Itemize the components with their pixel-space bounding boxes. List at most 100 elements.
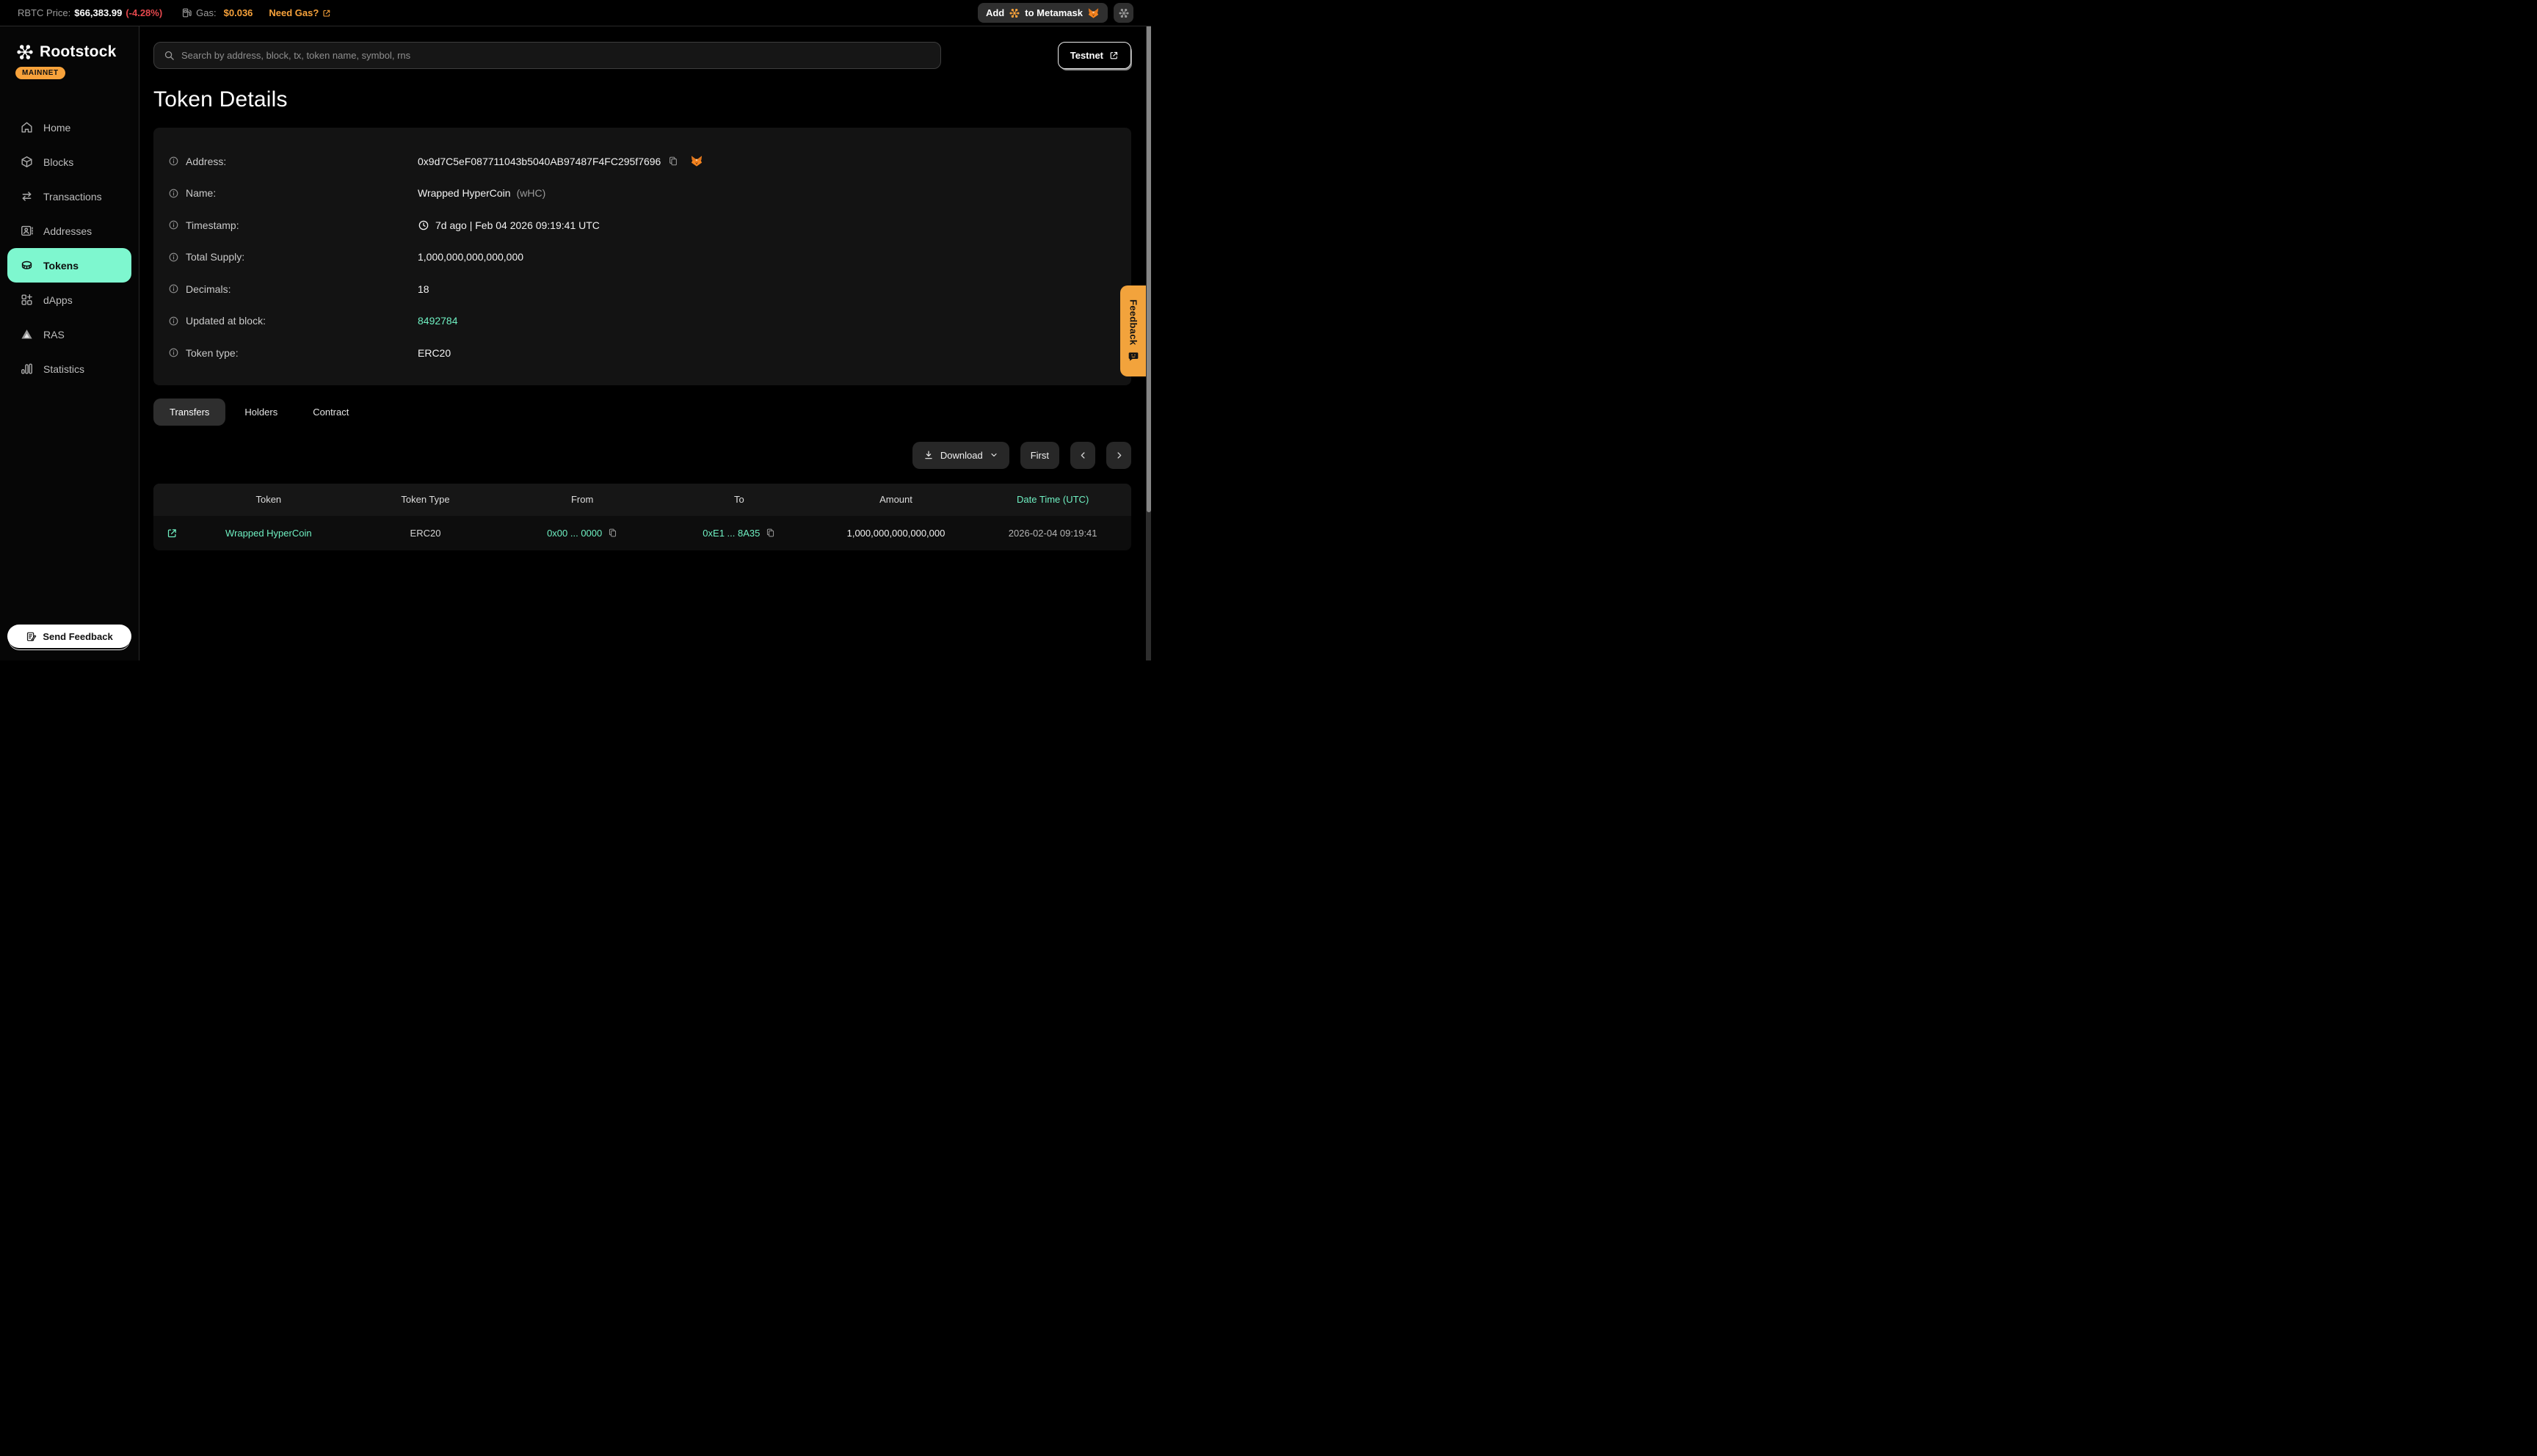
rbtc-price-value: $66,383.99 xyxy=(74,7,123,18)
search-icon xyxy=(164,50,175,61)
table-row: Wrapped HyperCoin ERC20 0x00 ... 0000 0x… xyxy=(153,516,1131,550)
table-toolbar: Download First xyxy=(153,441,1131,469)
info-icon xyxy=(168,347,179,358)
clock-icon xyxy=(418,219,429,231)
detail-row-token-type: Token type: ERC20 xyxy=(168,337,1117,369)
external-link-icon xyxy=(1109,51,1119,60)
updated-block-link[interactable]: 8492784 xyxy=(418,315,458,327)
feedback-chat-icon xyxy=(1128,351,1139,363)
transfers-table: Token Token Type From To Amount Date Tim… xyxy=(153,483,1131,550)
detail-row-total-supply: Total Supply: 1,000,000,000,000,000 xyxy=(168,241,1117,274)
need-gas-link[interactable]: Need Gas? xyxy=(269,7,331,18)
detail-row-name: Name: Wrapped HyperCoin (wHC) xyxy=(168,178,1117,210)
col-amount: Amount xyxy=(879,494,912,505)
sidebar-item-blocks[interactable]: Blocks xyxy=(0,145,139,179)
updated-block-label: Updated at block: xyxy=(186,315,266,327)
external-link-icon xyxy=(322,9,331,18)
detail-row-address: Address: 0x9d7C5eF087711043b5040AB97487F… xyxy=(168,145,1117,178)
open-transfer-icon[interactable] xyxy=(167,528,178,539)
row-token-link[interactable]: Wrapped HyperCoin xyxy=(225,527,312,539)
testnet-label: Testnet xyxy=(1070,50,1103,61)
sidebar-item-label: Tokens xyxy=(43,259,79,272)
timestamp-label: Timestamp: xyxy=(186,219,239,231)
ras-icon xyxy=(20,327,34,341)
detail-row-timestamp: Timestamp: 7d ago | Feb 04 2026 09:19:41… xyxy=(168,209,1117,241)
metamask-fox-icon xyxy=(1087,7,1100,19)
address-value: 0x9d7C5eF087711043b5040AB97487F4FC295f76… xyxy=(418,155,661,167)
download-button[interactable]: Download xyxy=(912,441,1009,469)
sidebar-item-label: Statistics xyxy=(43,363,85,375)
sidebar-item-ras[interactable]: RAS xyxy=(0,317,139,352)
total-supply-label: Total Supply: xyxy=(186,251,245,263)
dapps-icon xyxy=(20,293,34,307)
brand-block: Rootstock MAINNET xyxy=(0,26,139,79)
info-icon xyxy=(168,283,179,294)
detail-row-updated-block: Updated at block: 8492784 xyxy=(168,305,1117,338)
scrollbar-track[interactable] xyxy=(1146,0,1151,660)
sidebar-item-home[interactable]: Home xyxy=(0,110,139,145)
send-feedback-button[interactable]: Send Feedback xyxy=(7,625,131,648)
total-supply-value: 1,000,000,000,000,000 xyxy=(418,251,524,263)
feedback-note-icon xyxy=(26,631,37,642)
token-type-label: Token type: xyxy=(186,346,239,359)
first-page-button[interactable]: First xyxy=(1020,441,1059,469)
previous-page-button[interactable] xyxy=(1070,441,1095,469)
tab-contract[interactable]: Contract xyxy=(297,398,365,426)
testnet-button[interactable]: Testnet xyxy=(1057,42,1131,69)
sidebar-item-addresses[interactable]: Addresses xyxy=(0,214,139,248)
transactions-icon xyxy=(20,189,34,203)
sidebar-item-dapps[interactable]: dApps xyxy=(0,283,139,317)
row-token-type: ERC20 xyxy=(410,527,441,539)
network-badge: MAINNET xyxy=(15,67,65,79)
metamask-fox-icon[interactable] xyxy=(690,155,703,167)
decimals-value: 18 xyxy=(418,283,429,295)
chevron-down-icon xyxy=(990,451,998,459)
add-label: Add xyxy=(985,7,1005,18)
copy-icon[interactable] xyxy=(766,528,775,538)
info-icon xyxy=(168,188,179,199)
detail-tabs: Transfers Holders Contract xyxy=(153,398,1131,426)
sidebar-item-statistics[interactable]: Statistics xyxy=(0,352,139,386)
name-label: Name: xyxy=(186,187,217,200)
rootstock-network-button[interactable] xyxy=(1114,3,1133,23)
search-input[interactable] xyxy=(181,50,931,61)
rootstock-logo-icon xyxy=(15,43,35,62)
sidebar-item-transactions[interactable]: Transactions xyxy=(0,179,139,214)
tokens-icon xyxy=(20,258,34,272)
address-label: Address: xyxy=(186,155,227,167)
row-from-link[interactable]: 0x00 ... 0000 xyxy=(547,527,603,539)
next-page-button[interactable] xyxy=(1106,441,1131,469)
send-feedback-label: Send Feedback xyxy=(43,630,113,642)
scrollbar-thumb[interactable] xyxy=(1146,0,1151,512)
token-name-value: Wrapped HyperCoin xyxy=(418,187,511,200)
feedback-tab-label: Feedback xyxy=(1128,299,1139,346)
addresses-icon xyxy=(20,224,34,238)
copy-icon[interactable] xyxy=(608,528,617,538)
blocks-icon xyxy=(20,155,34,169)
info-icon xyxy=(168,156,179,167)
decimals-label: Decimals: xyxy=(186,283,231,295)
page-title: Token Details xyxy=(153,87,288,112)
to-metamask-label: to Metamask xyxy=(1025,7,1083,18)
info-icon xyxy=(168,219,179,230)
table-header: Token Token Type From To Amount Date Tim… xyxy=(153,483,1131,516)
sidebar-item-tokens[interactable]: Tokens xyxy=(7,248,131,283)
col-datetime[interactable]: Date Time (UTC) xyxy=(1017,494,1089,505)
top-bar: RBTC Price: $66,383.99 (-4.28%) Gas: $0.… xyxy=(0,0,1151,26)
gas-pump-icon xyxy=(181,7,192,18)
row-to-link[interactable]: 0xE1 ... 8A35 xyxy=(703,527,761,539)
col-to: To xyxy=(733,494,744,505)
feedback-side-tab[interactable]: Feedback xyxy=(1120,285,1147,376)
rootstock-orange-icon xyxy=(1009,7,1020,19)
timestamp-value: 7d ago | Feb 04 2026 09:19:41 UTC xyxy=(435,219,600,231)
tab-holders[interactable]: Holders xyxy=(228,398,294,426)
gas-price-value: $0.036 xyxy=(223,7,253,18)
token-type-value: ERC20 xyxy=(418,346,451,359)
detail-row-decimals: Decimals: 18 xyxy=(168,273,1117,305)
search-box[interactable] xyxy=(153,42,941,69)
tab-transfers[interactable]: Transfers xyxy=(153,398,226,426)
copy-icon[interactable] xyxy=(668,156,678,167)
token-details-card: Address: 0x9d7C5eF087711043b5040AB97487F… xyxy=(153,128,1131,385)
brand-name: Rootstock xyxy=(40,43,117,60)
add-to-metamask-button[interactable]: Add to Metamask xyxy=(977,3,1108,23)
